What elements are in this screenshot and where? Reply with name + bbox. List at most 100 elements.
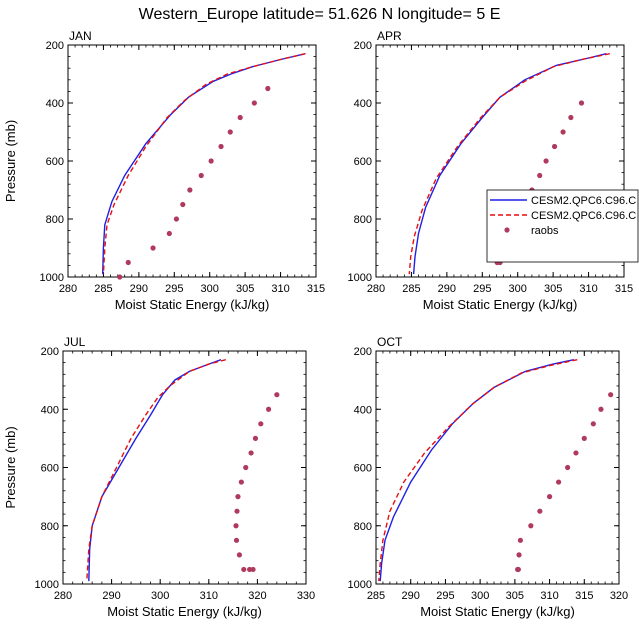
y-tick-label: 800: [41, 521, 59, 533]
raobs-point: [208, 158, 214, 164]
model-line-dashed: [102, 53, 306, 275]
raobs-point: [515, 566, 521, 573]
x-tick-label: 285: [94, 283, 112, 295]
panel-label: APR: [377, 29, 402, 43]
raobs-point: [265, 406, 272, 412]
model-line-solid: [88, 359, 222, 582]
y-tick-label: 600: [41, 463, 59, 475]
y-tick-label: 200: [354, 346, 372, 358]
raobs-point: [234, 508, 240, 514]
raobs-point: [551, 143, 558, 150]
x-tick-label: 295: [165, 283, 183, 295]
raobs-point: [250, 566, 256, 573]
x-tick-label: 320: [248, 590, 266, 602]
raobs-point: [125, 259, 131, 266]
raobs-point: [233, 537, 240, 543]
raobs-point: [565, 464, 571, 471]
panel-label: JAN: [69, 29, 92, 43]
raobs-point: [241, 566, 247, 573]
figure-title: Western_Europe latitude= 51.626 N longit…: [139, 6, 501, 23]
y-tick-label: 400: [354, 98, 372, 110]
raobs-point: [528, 523, 534, 529]
legend-label: raobs: [531, 225, 559, 237]
raobs-point: [274, 392, 280, 398]
y-tick-label: 600: [354, 156, 372, 168]
x-tick-label: 300: [151, 590, 169, 602]
x-tick-label: 320: [610, 590, 628, 602]
legend: CESM2.QPC6.C96.C CESM2.QPC6.C96.C raobs: [486, 189, 639, 263]
raobs-point: [590, 421, 596, 427]
x-tick-label: 305: [506, 590, 524, 602]
y-tick-label: 1000: [348, 579, 372, 591]
x-tick-label: 315: [307, 283, 325, 295]
x-tick-label: 280: [54, 590, 72, 602]
x-tick-label: 315: [615, 283, 633, 295]
raobs-point: [218, 143, 224, 150]
y-axis-title: Pressure (mb): [3, 120, 18, 202]
raobs-point: [235, 494, 241, 500]
x-axis-title: Moist Static Energy (kJ/kg): [107, 604, 262, 619]
y-tick-label: 800: [46, 214, 64, 226]
x-tick-label: 300: [509, 283, 527, 295]
panel-apr: APR 280 285 290 295 300 305 310 315 200 400 600 800 1…: [348, 29, 634, 312]
x-tick-label: 285: [402, 283, 420, 295]
y-tick-label: 800: [354, 521, 372, 533]
panels-container: JAN 280 285 290 295 300 305 310 315 200 400 600 800 1…: [3, 29, 633, 619]
raobs-point: [258, 421, 264, 427]
raobs-point: [568, 114, 574, 121]
raobs-point: [543, 158, 549, 164]
x-tick-label: 310: [200, 590, 218, 602]
raobs-point: [517, 537, 524, 543]
y-tick-label: 400: [46, 98, 64, 110]
x-axis-title: Moist Static Energy (kJ/kg): [115, 297, 270, 312]
x-tick-label: 305: [544, 283, 562, 295]
raobs-point: [265, 85, 271, 92]
y-tick-label: 800: [354, 214, 372, 226]
x-tick-label: 285: [367, 590, 385, 602]
raobs-point: [117, 274, 123, 280]
raobs-point: [546, 494, 553, 500]
raobs-point: [248, 450, 254, 456]
x-tick-label: 330: [297, 590, 315, 602]
y-tick-label: 200: [354, 40, 372, 52]
raobs-point: [166, 230, 172, 237]
x-axis-title: Moist Static Energy (kJ/kg): [420, 604, 575, 619]
y-tick-label: 200: [41, 346, 59, 358]
y-tick-label: 200: [46, 40, 64, 52]
raobs-point: [187, 187, 193, 193]
raobs-point: [537, 508, 543, 514]
model-line-dashed: [408, 53, 610, 275]
legend-label: CESM2.QPC6.C96.C: [531, 195, 636, 207]
raobs-point: [227, 129, 233, 135]
x-tick-label: 295: [436, 590, 454, 602]
raobs-point: [150, 245, 156, 251]
x-tick-label: 310: [271, 283, 289, 295]
y-axis-title: Pressure (mb): [3, 426, 18, 508]
model-line-solid: [379, 359, 575, 582]
raobs-point: [243, 464, 249, 471]
raobs-point: [573, 450, 579, 456]
x-tick-label: 315: [575, 590, 593, 602]
model-line-solid: [102, 53, 306, 275]
raobs-point: [198, 172, 204, 179]
panel-oct: OCT 285 290 295 300 305 310 315 320 200 400 600 800 1…: [348, 335, 629, 619]
y-tick-label: 400: [354, 404, 372, 416]
raobs-point: [581, 435, 587, 441]
raobs-point: [237, 114, 243, 121]
x-tick-label: 310: [540, 590, 558, 602]
raobs-point: [180, 201, 186, 208]
panel-label: OCT: [377, 335, 403, 349]
x-tick-label: 310: [579, 283, 597, 295]
x-tick-label: 300: [201, 283, 219, 295]
y-tick-label: 1000: [35, 579, 59, 591]
raobs-point: [516, 552, 522, 558]
raobs-point: [560, 129, 566, 135]
raobs-point: [236, 552, 243, 558]
x-tick-label: 280: [367, 283, 385, 295]
x-tick-label: 290: [438, 283, 456, 295]
legend-label: CESM2.QPC6.C96.C: [531, 210, 636, 222]
x-axis-title: Moist Static Energy (kJ/kg): [423, 297, 578, 312]
panel-jan: JAN 280 285 290 295 300 305 310 315 200 400 600 800 1…: [3, 29, 325, 312]
legend-box: [486, 189, 639, 263]
